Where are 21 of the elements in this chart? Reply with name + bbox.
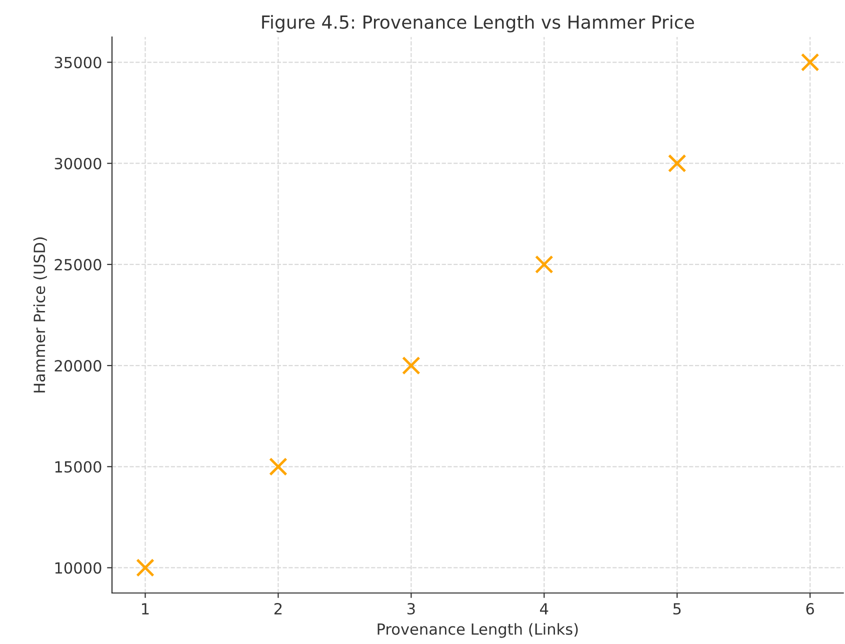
y-tick-label: 20000 xyxy=(54,360,102,372)
x-tick-label: 2 xyxy=(274,602,282,614)
y-tick-label: 25000 xyxy=(54,258,102,270)
point xyxy=(534,255,554,274)
point xyxy=(402,356,420,375)
y-axis-title: Hammer Price (USD) xyxy=(33,237,47,392)
y-tick-label: 10000 xyxy=(55,562,102,574)
x-axis-title: Provenance Length (Links) xyxy=(378,623,578,638)
y-tick-label: 15000 xyxy=(55,461,102,473)
x-tick-label: 5 xyxy=(673,603,681,615)
y-tick-label: 35000 xyxy=(54,56,102,68)
chart-title: Figure 4.5: Provenance Length vs Hammer Price xyxy=(262,14,694,32)
x-tick-label: 6 xyxy=(806,602,814,615)
point xyxy=(668,154,686,173)
x-tick-label: 1 xyxy=(142,603,149,614)
y-tick-label: 30000 xyxy=(54,158,102,170)
x-tick-label: 4 xyxy=(540,603,548,614)
point xyxy=(136,558,154,577)
point xyxy=(269,457,288,476)
point xyxy=(800,53,820,72)
x-tick-label: 3 xyxy=(407,602,415,615)
